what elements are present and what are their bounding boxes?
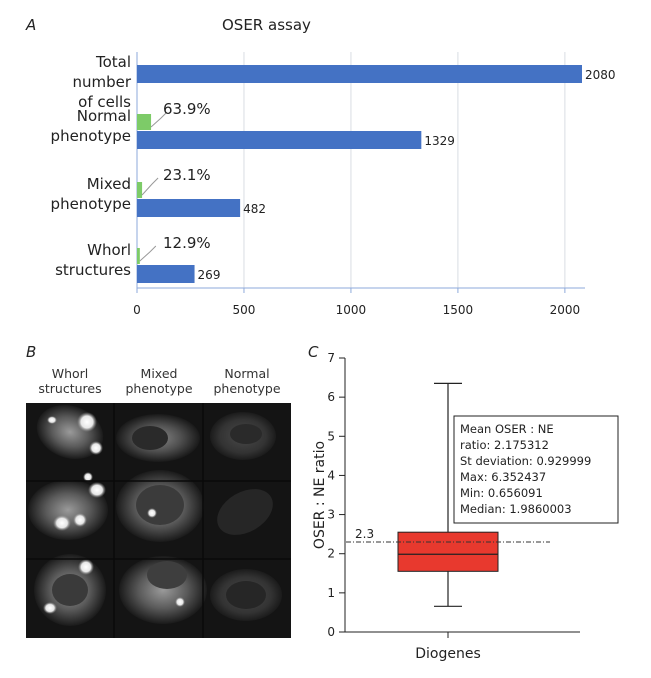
bar-percent-leader [150,111,168,128]
category-label: phenotype [51,195,131,213]
chart-a-x-tick-label: 2000 [550,303,581,317]
micrograph-mixed-1 [116,414,200,462]
panel-letter-c: C [308,343,319,361]
panel-c: C 0 1 2 3 4 5 6 7 OSER : NE ratio 2.3 Mean OSER… [308,343,619,662]
micrograph-normal-3 [210,569,282,621]
chart-a-gridlines [243,52,566,288]
micrograph-column-label: Normal [224,366,269,381]
chart-a-title: OSER assay [222,16,311,34]
chart-c-y-tick-label: 2 [327,547,335,561]
chart-a-x-tick-label: 1000 [336,303,367,317]
chart-c-y-tick-label: 1 [327,586,335,600]
micrograph-grid [26,403,291,638]
chart-c-y-tick-label: 7 [327,351,335,365]
chart-c-y-tick-label: 5 [327,429,335,443]
micrograph-column-label: phenotype [213,381,280,396]
stats-line: Mean OSER : NE [460,422,554,436]
bar-percent [137,182,143,198]
chart-a-x-tick-label: 500 [233,303,256,317]
bar-percent-label: 23.1% [163,166,211,184]
category-label: phenotype [51,127,131,145]
bar-percent-label: 63.9% [163,100,211,118]
stats-line: ratio: 2.175312 [460,438,549,452]
micrograph-whorl-2 [28,472,108,540]
panel-letter-b: B [26,343,36,361]
chart-a-x-tick-label: 1500 [443,303,474,317]
bar-count [137,199,241,217]
category-label: of cells [78,93,131,111]
stats-line: Max: 6.352437 [460,470,546,484]
panel-letter-a: A [25,16,36,34]
bar-count-label: 482 [243,202,266,216]
chart-c-y-tick-label: 3 [327,508,335,522]
chart-a-x-tick-label: 0 [133,303,141,317]
stats-line: St deviation: 0.929999 [460,454,591,468]
box-iqr [397,531,499,572]
micrograph-column-label: Whorl [52,366,89,381]
panel-b: B WhorlstructuresMixedphenotypeNormalphe… [26,343,291,638]
stats-box: Mean OSER : NE ratio: 2.175312 St deviatio… [453,415,619,524]
bar-count-label: 2080 [585,68,616,82]
bar-count [137,65,582,83]
reference-line-label: 2.3 [355,527,374,541]
category-label: number [72,73,131,91]
category-label: Whorl [87,241,131,259]
chart-c-y-tick-label: 4 [327,468,335,482]
chart-c-y-tick-label: 0 [327,625,335,639]
stats-box-border [453,415,619,524]
bar-count [137,265,195,283]
stats-line: Min: 0.656091 [460,486,543,500]
category-label: Normal [77,107,131,125]
chart-c-y-label: OSER : NE ratio [312,441,328,549]
micrograph-whorl-3 [34,554,106,626]
micrograph-whorl-1 [36,404,104,460]
micrograph-column-label: phenotype [125,381,192,396]
bar-percent [137,248,140,264]
micrograph-normal-1 [210,412,276,460]
bar-count [137,131,422,149]
chart-c-category-label: Diogenes [415,646,481,662]
bar-percent-label: 12.9% [163,234,211,252]
bar-percent [137,114,152,130]
category-label: Mixed [87,175,131,193]
bar-percent-leader [139,245,157,262]
micrograph-mixed-3 [119,556,207,624]
micrograph-mixed-2 [116,470,204,542]
micrograph-column-label: structures [38,381,101,396]
chart-c-y-tick-label: 6 [327,390,335,404]
bar-count-label: 269 [198,268,221,282]
category-label: structures [55,261,131,279]
bar-percent-leader [141,177,159,196]
micrograph-normal-2 [217,489,273,535]
micrograph-column-label: Mixed [141,366,178,381]
bar-count-label: 1329 [424,134,455,148]
panel-a: A OSER assay 2080 1329 63.9% 482 23.1% 269 12.… [25,16,616,317]
category-label: Total [95,53,131,71]
stats-line: Median: 1.9860003 [460,502,572,516]
